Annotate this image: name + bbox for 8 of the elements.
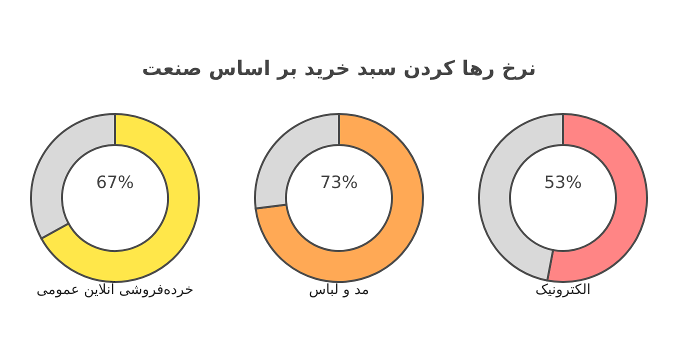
data-label: 53% [544, 173, 582, 193]
donut-slice [254, 113, 424, 283]
text: خرده‌فروشی آنلاین عمومی [36, 280, 194, 298]
data-label: 73% [320, 173, 358, 193]
text: مد و لباس [308, 282, 370, 298]
text: الکترونیک [535, 282, 591, 298]
chart-title: نرخ رها کردن سبد خرید بر اساس صنعت [142, 56, 536, 80]
data-label: 67% [96, 173, 134, 193]
